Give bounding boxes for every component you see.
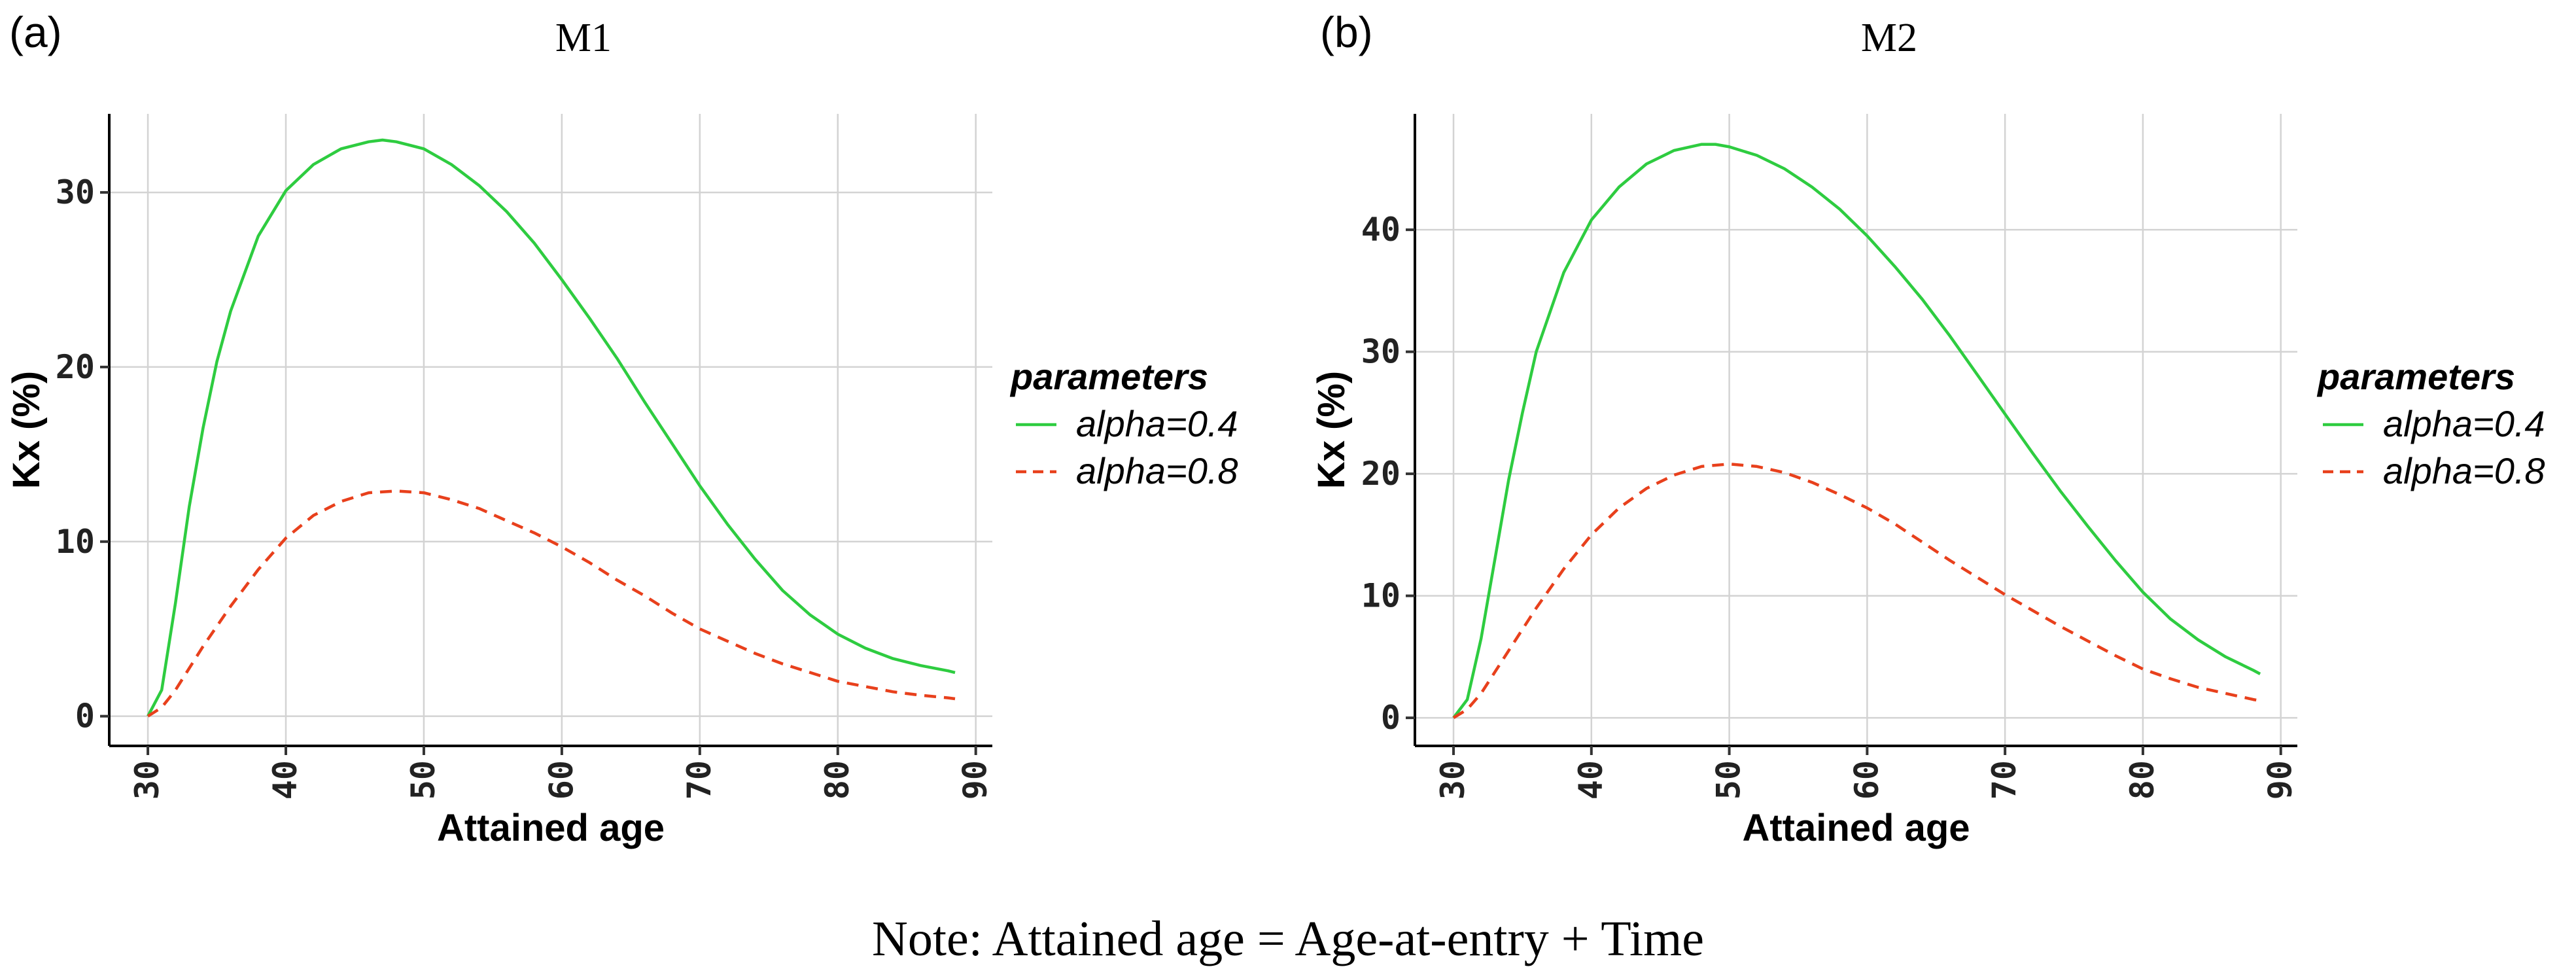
x-tick-label: 40 xyxy=(266,760,304,800)
x-tick-label: 30 xyxy=(1434,760,1472,800)
x-tick-label: 30 xyxy=(128,760,166,800)
series-line-alpha-0-8 xyxy=(1452,462,2261,720)
legend-label: alpha=0.8 xyxy=(1076,450,1238,491)
y-tick-label: 30 xyxy=(56,173,95,211)
x-tick-label: 90 xyxy=(956,760,994,800)
panel-label: (a) xyxy=(9,8,62,56)
y-tick-label: 40 xyxy=(1361,211,1401,249)
panel-label: (b) xyxy=(1320,8,1373,56)
x-axis-title: Attained age xyxy=(1742,807,1970,849)
legend-title: parameters xyxy=(2316,356,2515,397)
x-tick-label: 80 xyxy=(2123,760,2161,800)
panel-b: (b) M2 30 40 50 60 70 80 90 0 10 20 30 40 Attained age… xyxy=(1310,8,2545,849)
x-tick-label: 90 xyxy=(2261,760,2299,800)
y-axis-title: Kx (%) xyxy=(1310,371,1353,489)
x-tick-label: 70 xyxy=(1985,760,2023,800)
y-tick-label: 30 xyxy=(1361,333,1401,371)
y-axis-title: Kx (%) xyxy=(5,371,48,489)
series-line-alpha-0-8 xyxy=(147,489,956,718)
legend-label: alpha=0.4 xyxy=(2383,403,2545,444)
x-tick-label: 50 xyxy=(1710,760,1748,800)
panel-a: (a) M1 30 40 50 60 70 80 90 0 10 20 30 Attained age Kx… xyxy=(5,8,1238,849)
chart-title: M2 xyxy=(1861,16,1917,60)
x-tick-label: 50 xyxy=(404,760,442,800)
y-tick-label: 0 xyxy=(75,697,95,735)
x-axis-title: Attained age xyxy=(437,807,665,849)
series-line-alpha-0-4 xyxy=(1452,143,2261,719)
y-tick-label: 10 xyxy=(56,523,95,561)
x-tick-label: 40 xyxy=(1572,760,1610,800)
x-tick-label: 60 xyxy=(542,760,580,800)
y-tick-label: 0 xyxy=(1381,699,1401,737)
y-tick-label: 10 xyxy=(1361,577,1401,615)
figure-note: Note: Attained age = Age-at-entry + Time xyxy=(872,911,1704,966)
y-tick-label: 20 xyxy=(56,348,95,386)
series-line-alpha-0-4 xyxy=(147,138,956,717)
legend-title: parameters xyxy=(1009,356,1208,397)
legend-label: alpha=0.8 xyxy=(2383,450,2545,491)
x-tick-label: 60 xyxy=(1847,760,1885,800)
x-tick-label: 70 xyxy=(680,760,718,800)
x-tick-label: 80 xyxy=(818,760,856,800)
y-tick-label: 20 xyxy=(1361,455,1401,493)
legend-label: alpha=0.4 xyxy=(1076,403,1238,444)
chart-title: M1 xyxy=(555,16,612,60)
